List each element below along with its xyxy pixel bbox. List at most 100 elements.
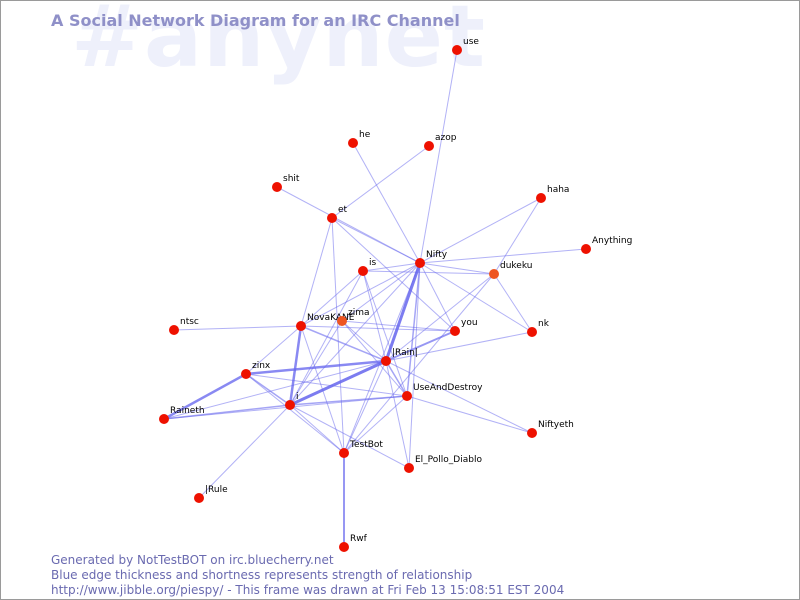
node-shit: shit xyxy=(272,174,300,192)
edge-Nifty-NovaKANE xyxy=(300,262,421,327)
edge-zima-you xyxy=(341,320,456,332)
node-label: use xyxy=(463,37,479,47)
node-dot xyxy=(424,141,434,151)
node-label: Anything xyxy=(592,236,632,246)
node-zima: zima xyxy=(337,308,370,326)
node-dot xyxy=(272,182,282,192)
edge-et-NovaKANE xyxy=(300,217,333,327)
node-label: nk xyxy=(538,319,550,329)
edge-Nifty-El_Pollo_Diablo xyxy=(408,262,421,469)
edge-you-Rain xyxy=(385,330,456,362)
edge-Nifty-you xyxy=(419,262,456,332)
edge-i-Rule xyxy=(198,404,291,499)
edge-Rain-Raineth xyxy=(163,360,387,420)
node-dot xyxy=(339,448,349,458)
node-label: TestBot xyxy=(349,440,383,450)
edge-NovaKANE-Rain xyxy=(300,325,387,362)
diagram-title: A Social Network Diagram for an IRC Chan… xyxy=(51,11,460,30)
edge-et-you xyxy=(331,217,456,332)
edge-dukeku-TestBot xyxy=(343,273,495,454)
edge-azop-et xyxy=(331,145,430,219)
node-you: you xyxy=(450,318,478,336)
node-dot xyxy=(296,321,306,331)
node-label: azop xyxy=(435,133,457,143)
edge-he-Nifty xyxy=(352,142,421,264)
edge-Rain-zinx xyxy=(245,359,387,376)
edge-Anything-Nifty xyxy=(419,248,587,264)
edge-UseAndDestroy-Raineth xyxy=(163,395,408,420)
edge-UseAndDestroy-TestBot xyxy=(343,395,408,454)
node-label: NovaKANE xyxy=(307,313,355,323)
footer-generated-by: Generated by NotTestBOT on irc.bluecherr… xyxy=(51,553,334,567)
edge-dukeku-nk xyxy=(493,273,533,333)
edge-is-Rain xyxy=(362,270,387,362)
edge-i-TestBot xyxy=(289,404,345,454)
edge-NovaKANE-you xyxy=(300,325,456,332)
edge-haha-Nifty xyxy=(419,197,542,264)
edge-ntsc-NovaKANE xyxy=(173,325,302,331)
node-dot xyxy=(527,428,537,438)
node-label: et xyxy=(338,205,348,215)
edge-Rain-El_Pollo_Diablo xyxy=(385,360,410,469)
node-Anything: Anything xyxy=(581,236,632,254)
node-dot xyxy=(194,493,204,503)
node-dot xyxy=(581,244,591,254)
node-label: shit xyxy=(283,174,300,184)
node-label: haha xyxy=(547,185,569,195)
edge-Nifty-is xyxy=(362,262,421,272)
node-Rule: |Rule xyxy=(194,485,228,503)
edge-is-NovaKANE xyxy=(300,270,364,327)
footer: Generated by NotTestBOT on irc.bluecherr… xyxy=(51,553,564,598)
edge-zima-i xyxy=(289,320,343,406)
edge-et-TestBot xyxy=(331,217,345,454)
node-Niftyeth: Niftyeth xyxy=(527,420,574,438)
node-i: i xyxy=(285,392,299,410)
node-use: use xyxy=(452,37,479,55)
node-dot xyxy=(339,542,349,552)
node-TestBot: TestBot xyxy=(339,440,383,458)
node-dot xyxy=(169,325,179,335)
node-dot xyxy=(337,316,347,326)
node-dot xyxy=(159,414,169,424)
node-dot xyxy=(381,356,391,366)
node-dot xyxy=(348,138,358,148)
node-dot xyxy=(450,326,460,336)
edge-use-Nifty xyxy=(419,49,458,264)
node-azop: azop xyxy=(424,133,457,151)
node-Raineth: Raineth xyxy=(159,406,205,424)
node-label: UseAndDestroy xyxy=(413,383,483,393)
node-label: you xyxy=(461,318,478,328)
node-dot xyxy=(327,213,337,223)
node-label: is xyxy=(369,258,377,268)
node-label: zima xyxy=(348,308,370,318)
footer-legend-note: Blue edge thickness and shortness repres… xyxy=(51,568,473,582)
node-label: ntsc xyxy=(180,317,199,327)
edge-zinx-Raineth xyxy=(163,372,247,421)
node-dot xyxy=(415,258,425,268)
edge-zima-Rain xyxy=(341,320,387,362)
edge-haha-dukeku xyxy=(493,197,542,275)
node-et: et xyxy=(327,205,348,223)
edge-NovaKANE-i xyxy=(288,325,303,406)
node-he: he xyxy=(348,130,371,148)
node-dot xyxy=(452,45,462,55)
edge-Nifty-nk xyxy=(419,262,533,333)
node-El_Pollo_Diablo: El_Pollo_Diablo xyxy=(404,455,482,473)
node-dot xyxy=(527,327,537,337)
node-UseAndDestroy: UseAndDestroy xyxy=(402,383,483,401)
node-Nifty: Nifty xyxy=(415,250,448,268)
node-nk: nk xyxy=(527,319,550,337)
node-zinx: zinx xyxy=(241,361,271,379)
edge-et-Nifty xyxy=(331,217,421,264)
node-dot xyxy=(404,463,414,473)
edge-layer xyxy=(163,49,587,547)
node-label: Nifty xyxy=(426,250,448,260)
edge-Nifty-dukeku xyxy=(419,262,495,275)
node-is: is xyxy=(358,258,377,276)
node-label: |Rain| xyxy=(392,348,418,358)
node-haha: haha xyxy=(536,185,569,203)
edge-Rain-i xyxy=(289,359,387,407)
node-layer: use he azop shit haha et Anything Nifty is dukeku… xyxy=(159,37,632,552)
node-label: Raineth xyxy=(170,406,205,416)
